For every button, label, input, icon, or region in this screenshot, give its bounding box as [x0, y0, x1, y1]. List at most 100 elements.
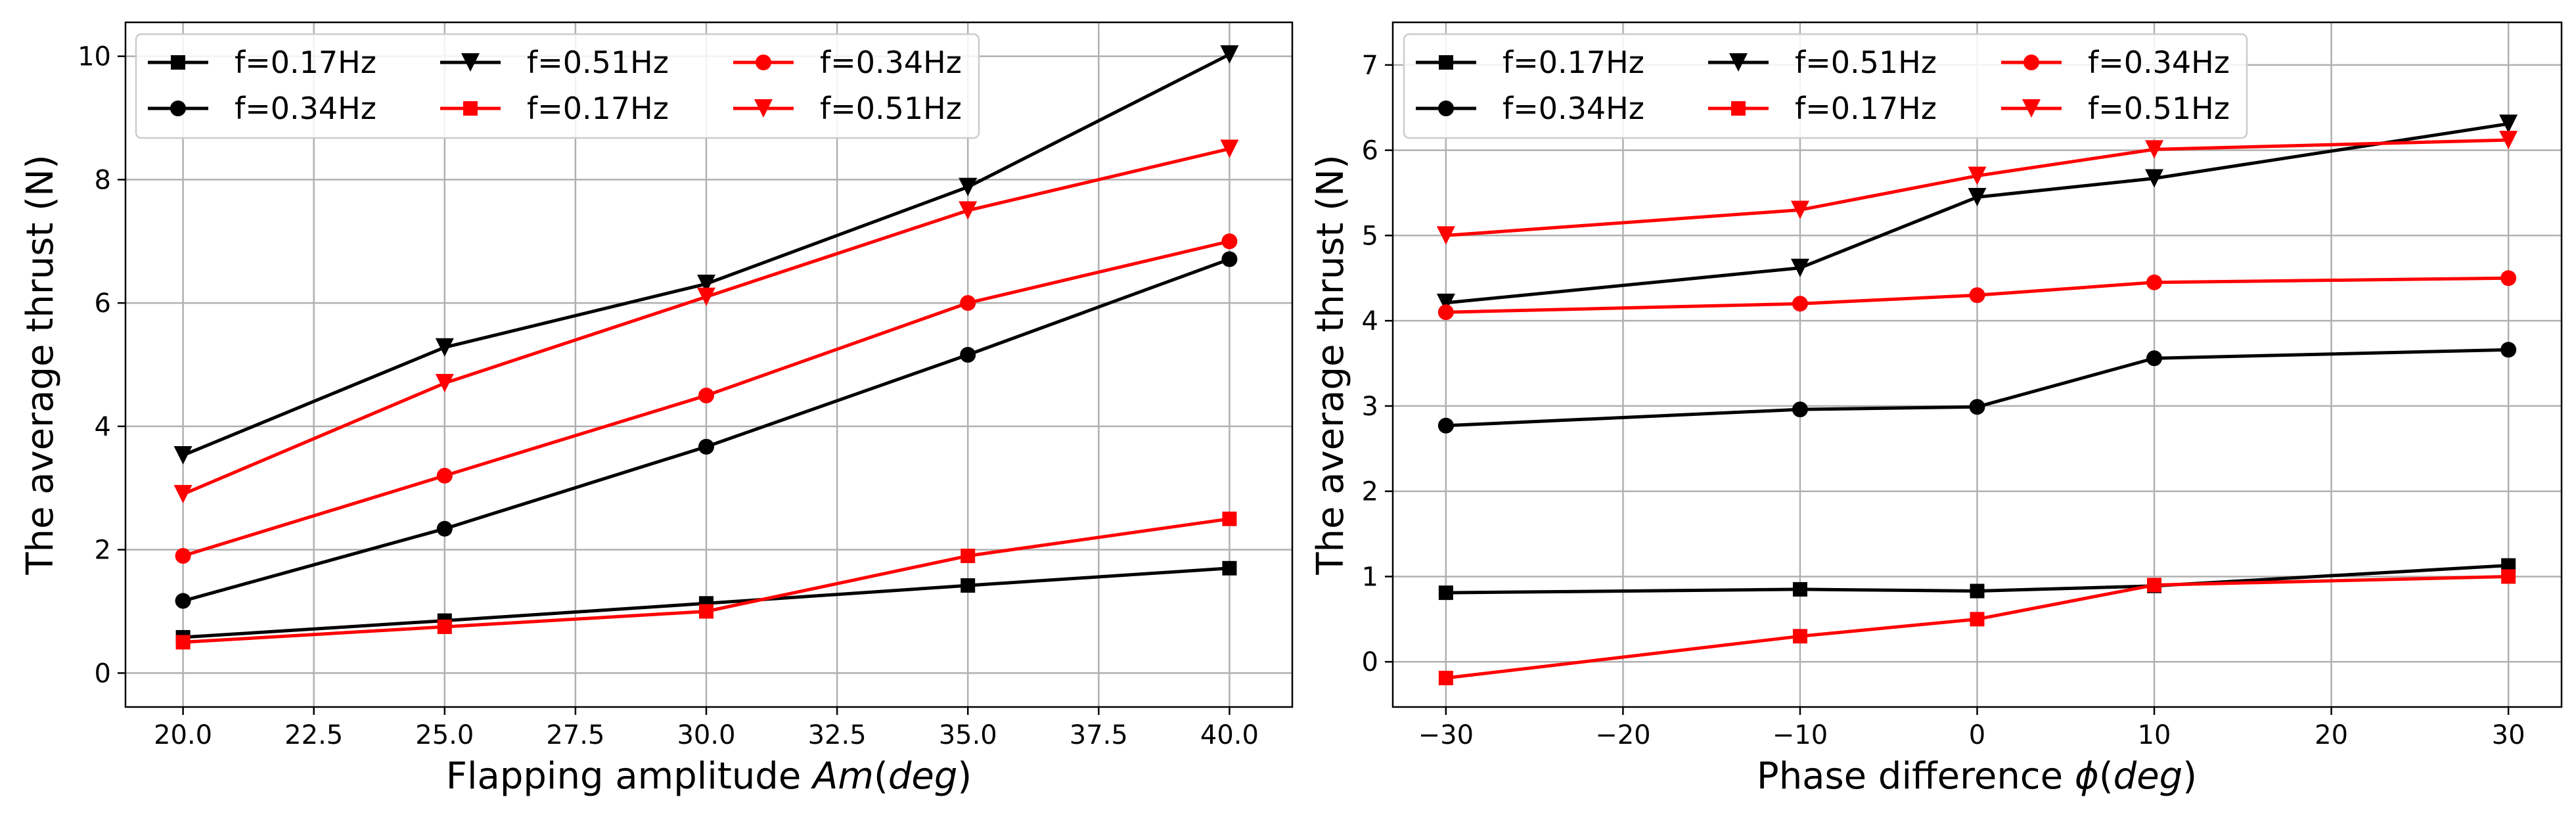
amplitude-chart-legend-label: f=0.51Hz	[820, 91, 962, 126]
amplitude-chart-y-tick-label: 0	[95, 658, 111, 689]
amplitude-chart-legend-marker	[171, 55, 185, 70]
phase-chart-series-5	[1436, 131, 2518, 245]
amplitude-chart-legend-marker	[461, 53, 480, 72]
phase-chart-y-tick-label: 0	[1362, 647, 1378, 677]
phase-chart-data-point	[1792, 629, 1807, 644]
amplitude-chart-x-tick-label: 22.5	[284, 720, 343, 750]
phase-chart-x-tick-label: 0	[1969, 720, 1985, 750]
amplitude-chart-data-point	[1221, 251, 1238, 267]
amplitude-chart-data-point	[697, 287, 716, 306]
phase-chart-data-point	[2145, 169, 2164, 188]
phase-chart-legend-label: f=0.34Hz	[1503, 91, 1644, 126]
amplitude-chart-data-point	[175, 635, 191, 650]
amplitude-chart-data-point	[959, 201, 978, 220]
phase-chart-y-tick-label: 3	[1362, 392, 1378, 422]
phase-chart-legend-label: f=0.17Hz	[1795, 91, 1937, 126]
amplitude-chart-legend-item: f=0.34Hz	[148, 91, 376, 126]
amplitude-chart-series-4	[175, 233, 1238, 564]
phase-chart-x-ticks: −30 −20 −10 0 10 20 30	[1418, 707, 2525, 750]
phase-chart-data-point	[2145, 140, 2164, 159]
phase-chart-data-point	[2500, 270, 2517, 286]
phase-chart-y-tick-label: 7	[1362, 51, 1378, 81]
amplitude-chart-x-tick-label: 40.0	[1200, 720, 1259, 750]
amplitude-chart-x-axis-label-unit: deg	[888, 755, 958, 798]
phase-chart-y-axis-label: The average thrust (N)	[1309, 154, 1352, 576]
amplitude-chart-y-tick-label: 2	[95, 535, 111, 566]
phase-chart-data-point	[1970, 583, 1985, 599]
amplitude-chart-data-point	[959, 177, 978, 196]
phase-chart-x-axis-label: Phase difference ϕ(deg)	[1757, 755, 2197, 798]
amplitude-chart-x-tick-label: 27.5	[546, 720, 604, 750]
amplitude-chart-x-tick-label: 25.0	[415, 720, 474, 750]
amplitude-chart-legend-marker	[754, 99, 773, 118]
amplitude-chart-y-ticks: 0 2 4 6 8 10	[78, 42, 125, 689]
amplitude-chart-x-axis-label-prefix: Flapping amplitude	[446, 755, 813, 798]
phase-chart-data-point	[2146, 350, 2163, 367]
amplitude-chart-data-point	[698, 438, 715, 455]
phase-chart-data-point	[1792, 581, 1807, 597]
phase-chart-legend-marker	[2023, 55, 2039, 70]
phase-chart-data-point	[2147, 578, 2162, 593]
phase-chart-data-point	[1970, 612, 1985, 627]
amplitude-chart-x-axis-label-variable: Am	[811, 755, 874, 798]
phase-chart-legend-item: f=0.17Hz	[1708, 91, 1937, 126]
amplitude-chart-series-3	[175, 511, 1237, 650]
phase-chart-legend-label: f=0.34Hz	[2088, 45, 2230, 80]
amplitude-chart-data-point	[175, 593, 191, 609]
amplitude-chart-legend-label: f=0.34Hz	[235, 91, 376, 126]
amplitude-chart-legend: f=0.17Hz f=0.34Hz f=0.51Hz f=0.17Hz f=0.34Hz…	[135, 33, 980, 139]
amplitude-chart-data-point	[1222, 560, 1237, 576]
phase-chart-series-0	[1438, 558, 2516, 601]
phase-chart-legend-marker	[1439, 55, 1453, 70]
amplitude-chart-x-tick-label: 30.0	[677, 720, 735, 750]
amplitude-chart-data-point	[699, 604, 714, 619]
phase-chart-data-point	[2499, 131, 2518, 150]
amplitude-chart-data-point	[173, 485, 192, 504]
amplitude-chart-series-5	[173, 139, 1239, 504]
phase-chart-legend-item: f=0.51Hz	[1708, 45, 1937, 80]
amplitude-chart-data-point	[1221, 233, 1238, 250]
amplitude-chart-y-tick-label: 4	[95, 412, 111, 442]
amplitude-chart-data-point	[697, 275, 716, 294]
amplitude-chart-data-point	[1220, 45, 1239, 64]
amplitude-chart-y-tick-label: 8	[95, 165, 111, 195]
phase-chart-y-tick-label: 6	[1362, 136, 1378, 166]
amplitude-chart-series	[173, 45, 1239, 650]
phase-chart-legend-item: f=0.51Hz	[2001, 91, 2230, 126]
amplitude-chart-legend-label: f=0.17Hz	[527, 91, 669, 126]
phase-chart-data-point	[1968, 166, 1987, 185]
phase-chart-data-point	[2499, 114, 2518, 133]
amplitude-chart-x-axis-label-paren-close: )	[957, 755, 972, 798]
amplitude-chart-legend-item: f=0.17Hz	[440, 91, 669, 126]
phase-chart-legend-marker	[1729, 53, 1748, 72]
phase-chart-x-axis-label-unit: deg	[2113, 755, 2183, 798]
amplitude-chart-x-ticks: 20.0 22.5 25.0 27.5 30.0 32.5 35.0 37.5 40.0	[154, 707, 1259, 750]
amplitude-chart-data-point	[698, 387, 715, 403]
amplitude-chart-legend-label: f=0.17Hz	[235, 45, 376, 80]
amplitude-chart-legend-label: f=0.34Hz	[820, 45, 962, 80]
amplitude-chart-legend-marker	[463, 101, 478, 116]
amplitude-chart-data-point	[173, 445, 192, 465]
phase-chart-series-4	[1437, 270, 2517, 321]
phase-chart-y-ticks: 0 1 2 3 4 5 6 7	[1362, 51, 1393, 677]
phase-chart-series-2	[1436, 114, 2518, 312]
phase-chart-data-point	[1969, 399, 1985, 415]
amplitude-chart-data-point	[435, 374, 454, 393]
amplitude-chart-data-point	[960, 578, 976, 593]
phase-chart-x-tick-label: 30	[2492, 720, 2525, 750]
phase-chart-y-tick-label: 5	[1362, 221, 1378, 251]
amplitude-chart-data-point	[960, 295, 976, 311]
amplitude-chart-data-point	[175, 548, 191, 564]
phase-chart-legend-label: f=0.51Hz	[1795, 45, 1937, 80]
phase-chart-x-axis-label-variable: ϕ	[2075, 755, 2099, 798]
amplitude-chart-legend-marker	[170, 101, 186, 116]
phase-chart-data-point	[1438, 585, 1453, 601]
phase-chart-data-point	[1436, 293, 1455, 312]
amplitude-chart-data-point	[436, 520, 453, 537]
amplitude-chart-x-tick-label: 20.0	[154, 720, 212, 750]
phase-chart-data-point	[1437, 417, 1454, 434]
amplitude-chart: 20.0 22.5 25.0 27.5 30.0 32.5 35.0 37.5 40.0 0 2 4…	[19, 21, 1294, 798]
amplitude-chart-data-point	[435, 338, 454, 357]
phase-chart-data-point	[1968, 188, 1987, 207]
